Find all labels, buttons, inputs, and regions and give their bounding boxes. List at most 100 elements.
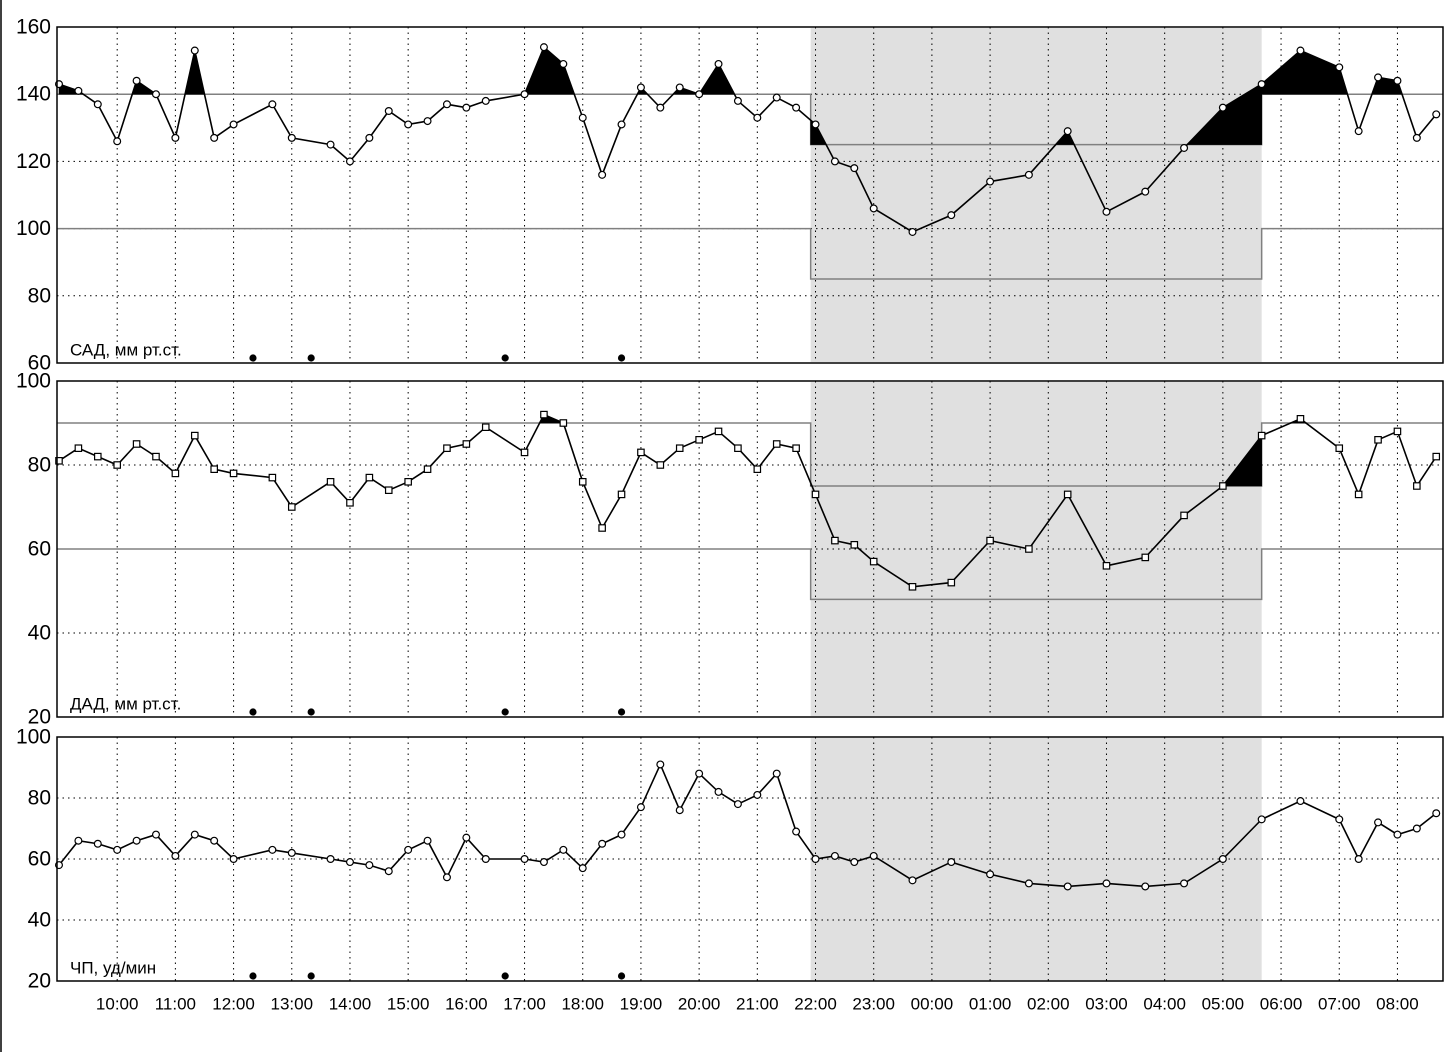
data-point <box>1102 561 1111 570</box>
data-point <box>753 790 762 799</box>
data-point <box>792 827 801 836</box>
data-point <box>1024 170 1033 179</box>
data-point <box>986 870 995 879</box>
data-point <box>520 854 529 863</box>
data-point <box>578 864 587 873</box>
x-tick-label: 02:00 <box>1027 994 1070 1013</box>
data-point <box>1102 879 1111 888</box>
data-point <box>540 410 548 419</box>
data-point <box>1257 815 1266 824</box>
data-point <box>830 157 839 166</box>
data-point <box>365 133 374 142</box>
data-point <box>345 157 354 166</box>
data-point <box>675 806 684 815</box>
data-point <box>1296 415 1305 423</box>
y-tick-label: 60 <box>28 352 51 375</box>
event-dot <box>501 354 509 362</box>
data-point <box>637 448 645 457</box>
data-point <box>229 469 238 478</box>
data-point <box>190 46 199 55</box>
panel-frame <box>56 26 1444 364</box>
data-point <box>1219 482 1227 490</box>
data-point <box>772 440 781 448</box>
y-tick-label: 140 <box>16 83 51 106</box>
data-point <box>617 490 626 499</box>
data-point <box>442 873 451 882</box>
data-point <box>442 100 451 109</box>
data-point <box>404 120 413 129</box>
data-point <box>346 499 354 507</box>
data-point <box>636 803 645 812</box>
data-point <box>1180 143 1189 152</box>
x-tick-label: 07:00 <box>1318 994 1361 1013</box>
data-point <box>617 830 626 839</box>
night-period <box>810 28 1262 362</box>
data-point <box>850 858 859 867</box>
event-dot <box>249 708 257 716</box>
data-point <box>326 854 335 863</box>
data-point <box>656 103 665 112</box>
event-dot <box>249 972 257 980</box>
event-dot <box>307 708 315 716</box>
data-point <box>1180 879 1189 888</box>
data-point <box>132 76 141 85</box>
data-point <box>287 133 296 142</box>
data-point <box>850 164 859 173</box>
data-point <box>733 96 742 105</box>
data-point <box>345 858 354 867</box>
data-point <box>1296 797 1305 806</box>
data-point <box>74 444 83 453</box>
y-tick-label: 40 <box>28 909 51 932</box>
data-point <box>55 457 63 465</box>
y-tick-label: 160 <box>16 16 51 39</box>
data-point <box>908 582 917 591</box>
data-point <box>113 137 122 146</box>
data-point <box>404 845 413 854</box>
data-point <box>1374 818 1383 827</box>
y-tick-label: 40 <box>28 622 51 645</box>
y-tick-label: 100 <box>16 370 51 393</box>
data-point <box>869 851 878 860</box>
data-point <box>326 478 335 486</box>
data-point <box>1412 824 1421 833</box>
data-point <box>753 113 762 122</box>
data-point <box>733 800 742 809</box>
x-tick-label: 21:00 <box>736 994 779 1013</box>
data-point <box>481 854 490 863</box>
x-tick-label: 08:00 <box>1376 994 1419 1013</box>
data-point <box>636 83 645 92</box>
data-point <box>132 836 141 845</box>
data-point <box>792 103 801 112</box>
y-tick-label: 80 <box>28 787 51 810</box>
data-point <box>462 833 471 842</box>
y-tick-label: 60 <box>28 538 51 561</box>
data-point <box>1102 207 1111 216</box>
data-point <box>908 227 917 236</box>
data-point <box>675 444 684 453</box>
data-point <box>481 423 490 432</box>
panel-label: ДАД, мм рт.ст. <box>70 694 181 713</box>
panel-frame <box>56 380 1444 718</box>
panel-frame <box>56 736 1444 982</box>
data-point <box>152 452 160 461</box>
data-point <box>986 536 994 545</box>
y-tick-label: 80 <box>28 284 51 307</box>
data-point <box>1141 187 1150 196</box>
data-point <box>190 431 199 440</box>
data-point <box>869 204 878 213</box>
event-dot <box>617 708 626 716</box>
data-point <box>1393 76 1402 85</box>
data-point <box>93 839 102 848</box>
x-tick-label: 11:00 <box>155 994 196 1013</box>
data-point <box>811 120 820 129</box>
data-point <box>850 540 859 549</box>
data-point <box>695 436 703 444</box>
data-point <box>74 86 83 95</box>
data-point <box>1354 854 1363 863</box>
event-dot <box>249 354 257 362</box>
data-point <box>986 177 995 186</box>
event-dot <box>501 708 509 716</box>
data-point <box>1218 854 1227 863</box>
